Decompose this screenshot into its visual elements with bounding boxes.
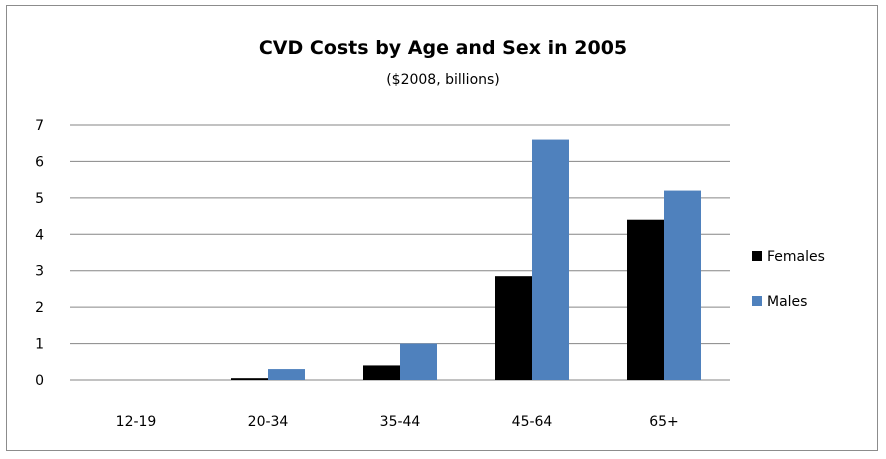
bar-females-35-44 xyxy=(363,365,400,380)
legend-swatch-males xyxy=(752,296,762,306)
y-tick-label: 5 xyxy=(35,191,44,207)
y-tick-label: 6 xyxy=(35,154,44,170)
chart-title: CVD Costs by Age and Sex in 2005 xyxy=(259,37,627,59)
x-tick-label: 35-44 xyxy=(380,414,421,430)
legend-label-males: Males xyxy=(767,294,807,310)
bar-females-20-34 xyxy=(231,378,268,380)
x-axis-ticks: 12-19 20-34 35-44 45-64 65+ xyxy=(116,414,679,430)
y-tick-label: 1 xyxy=(35,337,44,353)
x-tick-label: 65+ xyxy=(649,414,679,430)
y-tick-label: 2 xyxy=(35,300,44,316)
x-tick-label: 45-64 xyxy=(512,414,553,430)
legend-swatch-females xyxy=(752,251,762,261)
y-tick-label: 7 xyxy=(35,118,44,134)
y-tick-label: 3 xyxy=(35,264,44,280)
bar-females-45-64 xyxy=(495,276,532,380)
chart-subtitle: ($2008, billions) xyxy=(386,72,500,88)
bar-females-65+ xyxy=(627,219,664,380)
grid-lines xyxy=(70,124,730,381)
chart-frame xyxy=(6,5,878,451)
bar-males-45-64 xyxy=(532,139,569,380)
y-tick-label: 4 xyxy=(35,227,44,243)
y-tick-label: 0 xyxy=(35,373,44,389)
bars xyxy=(231,139,701,380)
bar-males-35-44 xyxy=(400,343,437,380)
x-tick-label: 12-19 xyxy=(116,414,157,430)
y-axis-ticks: 0 1 2 3 4 5 6 7 xyxy=(35,118,44,389)
x-tick-label: 20-34 xyxy=(248,414,289,430)
legend-label-females: Females xyxy=(767,249,825,265)
legend: Females Males xyxy=(752,249,825,310)
bar-males-65+ xyxy=(664,190,701,380)
bar-males-20-34 xyxy=(268,369,305,380)
